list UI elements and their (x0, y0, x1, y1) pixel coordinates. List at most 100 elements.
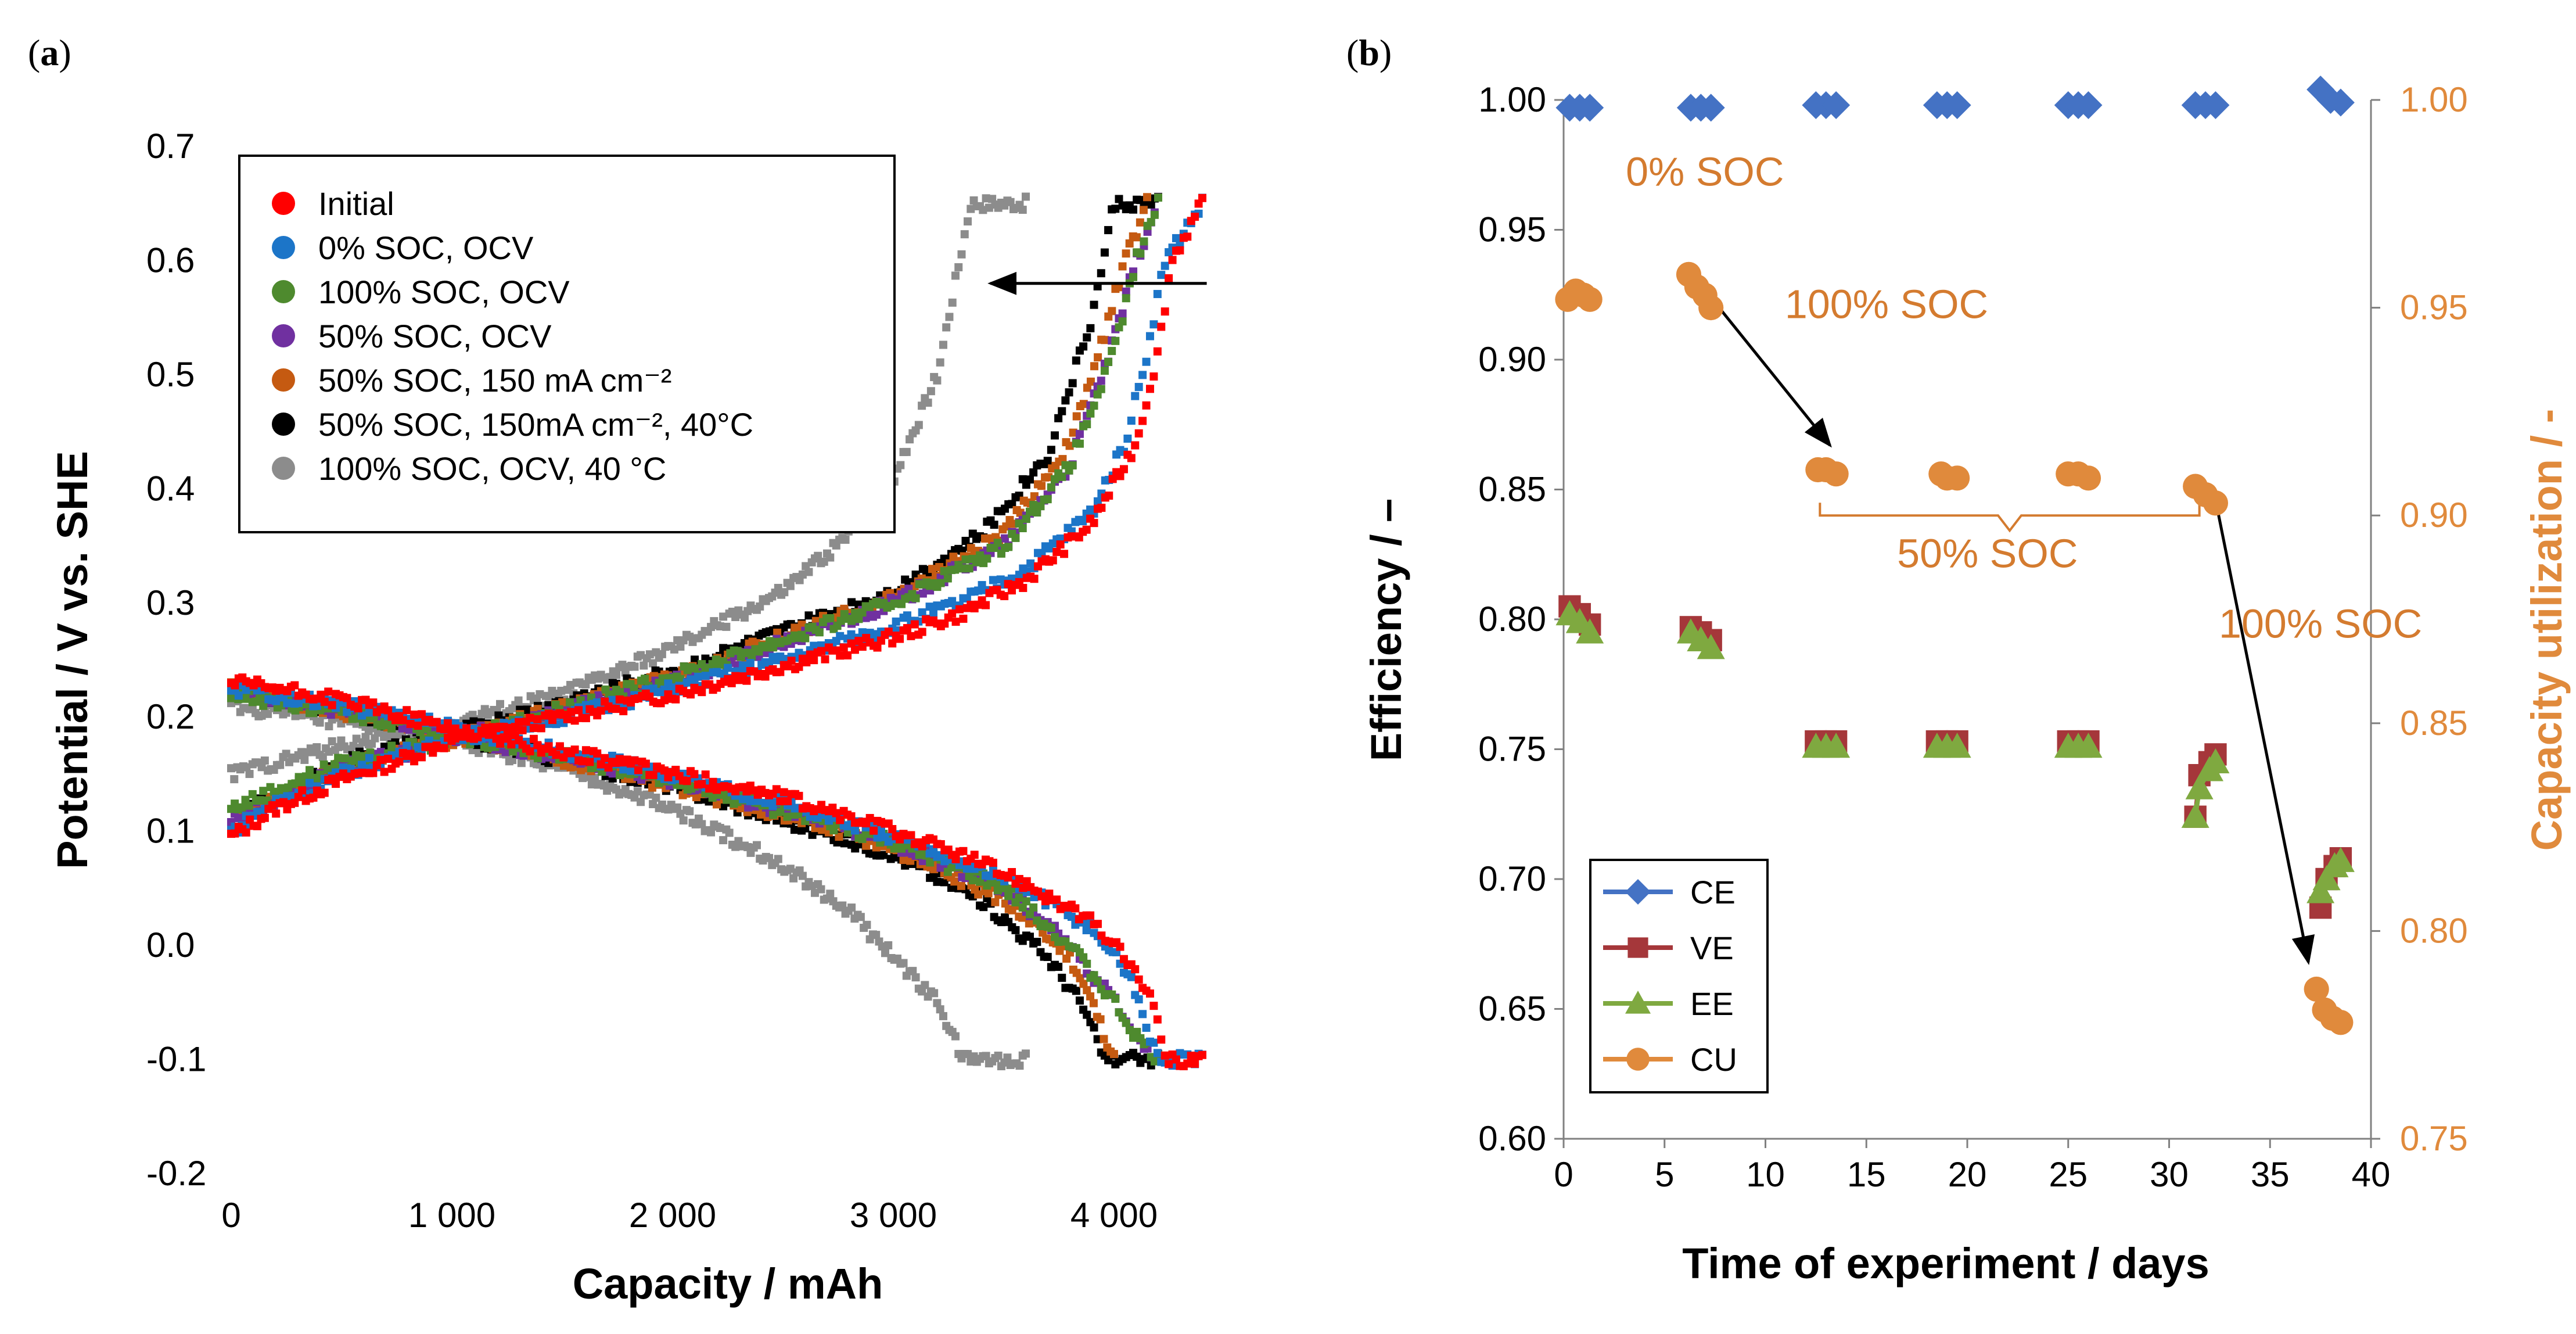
chart-a-point (820, 557, 828, 566)
chart-a-point (231, 829, 239, 838)
chart-a-point (671, 695, 680, 704)
chart-b-point-EE (2201, 748, 2230, 774)
chart-a-ylabel: Potential / V vs. SHE (48, 451, 96, 869)
chart-a-point (591, 773, 599, 782)
chart-a-point (581, 746, 590, 755)
chart-a-point (801, 634, 810, 643)
chart-a-point (242, 763, 251, 772)
chart-a-point (899, 959, 908, 967)
chart-a-point (1075, 429, 1084, 438)
chart-a-point (829, 826, 838, 835)
chart-a-point (692, 793, 700, 802)
chart-a-point (1100, 248, 1109, 257)
chart-a-point (673, 636, 682, 645)
chart-a-legend-marker (272, 236, 295, 259)
panel-b-label: (b) (1346, 32, 1392, 73)
chart-a-point (821, 655, 829, 664)
chart-b-ytick-label: 0.90 (1478, 340, 1546, 379)
chart-a-point (1157, 322, 1166, 331)
chart-a-point (1047, 446, 1055, 454)
chart-b-point-EE (1576, 618, 1604, 644)
chart-a-point (964, 217, 972, 226)
chart-a-point (618, 661, 627, 669)
chart-a-point (940, 567, 949, 576)
chart-a-point (896, 634, 904, 643)
chart-a-point (925, 603, 934, 611)
chart-a-point (1061, 396, 1070, 405)
chart-a-point (597, 707, 605, 715)
chart-a-point (443, 719, 452, 728)
chart-a-point (951, 1032, 960, 1041)
chart-a-point (264, 709, 272, 718)
chart-a-point (1183, 1059, 1192, 1068)
chart-a-point (1157, 271, 1166, 279)
chart-a-point (910, 620, 919, 629)
chart-a-point (1132, 233, 1141, 242)
chart-a-point (958, 564, 967, 573)
chart-a-point (970, 851, 979, 859)
chart-a-point (933, 999, 942, 1007)
chart-a-point (954, 263, 963, 271)
chart-a-point (1075, 439, 1084, 448)
chart-a-point (1082, 525, 1091, 534)
chart-a-point (739, 661, 748, 670)
chart-a-point (993, 539, 1002, 547)
chart-b-xtick-label: 15 (1847, 1155, 1886, 1194)
chart-a-point (945, 313, 954, 321)
chart-a-point (847, 639, 856, 648)
chart-a-point (552, 751, 561, 759)
chart-a-point (376, 755, 385, 764)
chart-a-point (847, 630, 856, 639)
chart-a-point (836, 816, 845, 824)
chart-a-point (964, 1050, 972, 1059)
chart-a-point (1100, 367, 1109, 375)
chart-b-ytick-label: 0.75 (1478, 730, 1546, 769)
chart-a-point (1069, 428, 1077, 437)
chart-a-point (1037, 482, 1046, 490)
chart-a-xtick-label: 0 (221, 1196, 240, 1235)
chart-a-point (555, 742, 564, 751)
chart-a-point (979, 903, 988, 912)
chart-a-point (716, 824, 724, 833)
chart-a-point (260, 813, 269, 822)
chart-a-point (248, 790, 257, 798)
chart-a-point (832, 809, 840, 817)
chart-a-point (298, 786, 307, 795)
chart-a-point (951, 271, 960, 280)
chart-a-point (676, 675, 685, 683)
chart-a-ytick-label: -0.2 (146, 1154, 206, 1193)
chart-b-ytick-label: 0.65 (1478, 989, 1546, 1028)
chart-a-point (334, 743, 343, 751)
chart-a-axes: -0.2 -0.1 0.0 0.1 0.2 0.3 0.4 0.5 0.6 0.7 0 1 000 2 … (146, 127, 1158, 1235)
chart-a-point (903, 624, 911, 633)
chart-b-point-CU (2304, 976, 2329, 1002)
chart-a-point (403, 706, 411, 715)
chart-a-point (660, 766, 669, 775)
chart-a-point (911, 594, 920, 603)
chart-a-point (1089, 999, 1098, 1007)
chart-a-point (892, 617, 900, 626)
chart-a-point (639, 661, 648, 670)
chart-a-point (780, 588, 789, 597)
chart-a-point (1086, 911, 1095, 920)
chart-a-point (933, 376, 942, 385)
chart-a-point (320, 697, 329, 706)
chart-a-point (1149, 1002, 1158, 1010)
chart-b-point-CE (2074, 91, 2103, 119)
chart-a-point (950, 877, 959, 886)
chart-a-ytick-label: 0.0 (146, 926, 195, 964)
chart-a-point (517, 759, 526, 768)
chart-a-point (847, 616, 856, 625)
chart-a-point (1097, 985, 1105, 994)
chart-a-point (501, 748, 510, 756)
chart-a-series-layer (227, 192, 1206, 1071)
chart-a-point (722, 622, 731, 631)
chart-a-point (1093, 497, 1102, 505)
chart-a-point (976, 877, 985, 886)
chart-a-point (294, 698, 303, 707)
chart-a-point (1090, 519, 1098, 528)
chart-a-point (991, 898, 1000, 906)
chart-b-point-EE (2074, 733, 2103, 758)
chart-a-point (1187, 1051, 1195, 1060)
chart-a-point (886, 855, 895, 863)
